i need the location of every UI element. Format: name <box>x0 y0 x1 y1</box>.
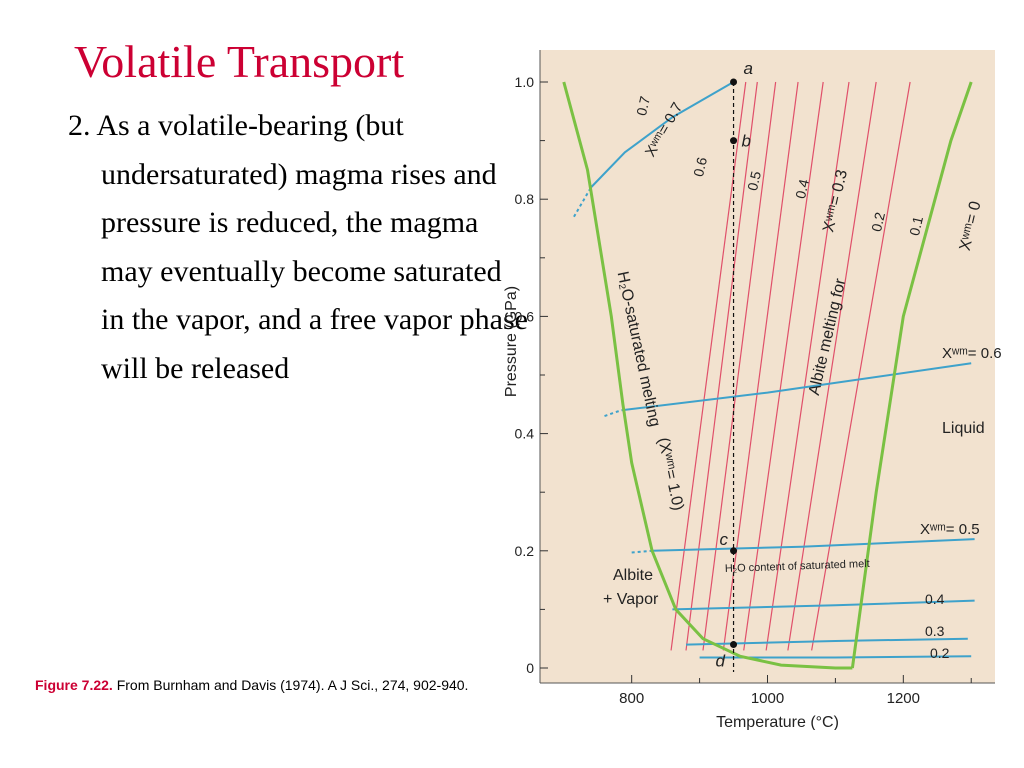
x-tick-label: 800 <box>619 690 644 707</box>
x-tick-label: 1200 <box>887 690 920 707</box>
water-content-line-3 <box>672 599 975 611</box>
path-label-c: c <box>720 530 729 549</box>
vapor-label: + Vapor <box>603 591 659 608</box>
water-line-label-05: Xʷᵐ= 0.5 <box>920 521 980 538</box>
albite-isopleth-7 <box>811 81 911 651</box>
path-point-a <box>730 78 738 86</box>
liquid-label: Liquid <box>942 420 985 437</box>
path-point-b <box>730 137 738 145</box>
water-line-extension <box>604 409 622 417</box>
y-tick-label: 1.0 <box>515 74 535 90</box>
water-content-line-0 <box>590 81 734 189</box>
dry-solidus <box>850 81 973 669</box>
caption-text: From Burnham and Davis (1974). A J Sci.,… <box>112 677 469 693</box>
bullet-text: 2. As a volatile-bearing (but undersatur… <box>68 109 528 385</box>
isopleth-label: 0.6 <box>690 155 710 178</box>
plot-background <box>540 50 995 683</box>
water-line-label-03: 0.3 <box>925 623 945 639</box>
water-content-line-1 <box>621 362 972 412</box>
albite-isopleth-1 <box>685 81 758 651</box>
y-tick-label: 0.8 <box>515 191 535 207</box>
isopleth-label: 0.2 <box>868 210 888 233</box>
albite-isopleth-3 <box>722 81 799 651</box>
slide-title: Volatile Transport <box>74 36 405 87</box>
h2o-saturated-solidus <box>562 81 853 670</box>
path-label-b: b <box>742 132 751 151</box>
x-tick-label: 1000 <box>751 690 784 707</box>
water-content-line-2 <box>652 538 975 552</box>
water-line-label-04: 0.4 <box>925 591 945 607</box>
y-tick-label: 0 <box>526 660 534 676</box>
y-axis-label: Pressure (GPa) <box>503 286 520 397</box>
albite-isopleth-5 <box>765 81 850 651</box>
isopleth-label: 0.7 <box>633 94 653 117</box>
saturated-melt-annotation: H₂O content of saturated melt <box>725 558 870 575</box>
figure-caption: Figure 7.22. From Burnham and Davis (197… <box>35 675 505 696</box>
isopleth-label: 0.4 <box>792 177 812 200</box>
albite-label: Albite <box>613 567 653 584</box>
y-tick-label: 0.2 <box>515 543 535 559</box>
water-line-label-06: Xʷᵐ= 0.6 <box>942 345 1002 362</box>
path-label-a: a <box>744 59 753 78</box>
isopleth-label: 0.1 <box>906 214 926 237</box>
caption-label: Figure 7.22. <box>35 677 113 693</box>
albite-isopleth-4 <box>743 81 824 651</box>
water-line-label-02: 0.2 <box>930 645 950 661</box>
y-tick-label: 0.6 <box>515 308 535 324</box>
y-tick-label: 0.4 <box>515 426 535 442</box>
path-point-d <box>730 641 738 649</box>
path-point-c <box>730 547 738 555</box>
albite-isopleth-6 <box>787 81 877 651</box>
x-axis-label: Temperature (°C) <box>716 714 839 730</box>
isopleth-label: 0.5 <box>744 169 764 192</box>
phase-diagram: 0 0.2 0.4 0.6 0.8 1.0 800 1000 1200 Temperature (… <box>503 50 1002 730</box>
path-label-d: d <box>716 652 726 671</box>
albite-isopleth-2 <box>702 81 777 651</box>
